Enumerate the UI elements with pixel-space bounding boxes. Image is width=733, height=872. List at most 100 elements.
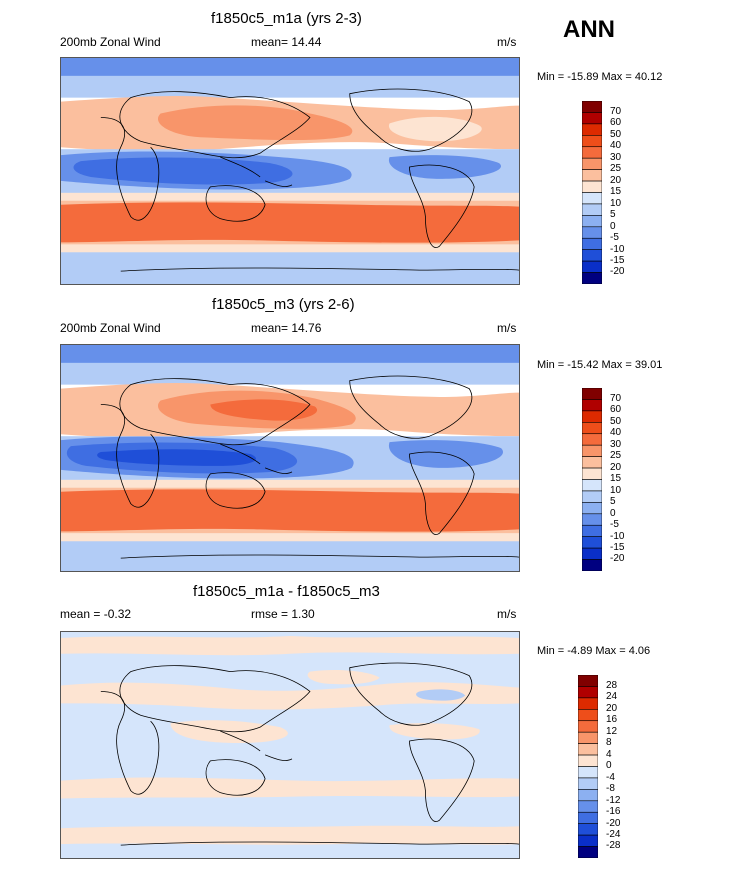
cb2-swatch-0 — [582, 388, 602, 400]
cb1-label: 50 — [610, 129, 622, 140]
p3-pos-arctic — [61, 635, 519, 656]
cb1-label: 25 — [610, 163, 622, 174]
p2-band-polar-s — [61, 541, 519, 571]
p2-coastlines — [100, 375, 519, 559]
p3-pos-sh1 — [61, 777, 519, 799]
panel2-map — [60, 344, 520, 572]
cb2-label: 40 — [610, 427, 622, 438]
cb3-swatch-4 — [578, 720, 598, 733]
cb3-label: -16 — [606, 806, 621, 817]
cb1-label: 20 — [610, 175, 622, 186]
cb2-label: 20 — [610, 462, 622, 473]
cb1-label: 0 — [610, 221, 616, 232]
panel3-minmax: Min = -4.89 Max = 4.06 — [537, 645, 651, 657]
cb3-swatch-2 — [578, 697, 598, 710]
cb1-label: 15 — [610, 186, 622, 197]
p2-jet-n-atl — [388, 401, 484, 429]
cb2-swatch-10 — [582, 502, 602, 515]
cb1-swatch-10 — [582, 215, 602, 228]
cb2-swatch-13 — [582, 536, 602, 549]
cb2-swatch-9 — [582, 490, 602, 503]
cb3-swatch-10 — [578, 789, 598, 802]
cb3-label: 8 — [606, 737, 612, 748]
season-label: ANN — [563, 16, 615, 43]
cb1-swatch-13 — [582, 249, 602, 262]
cb2-swatch-7 — [582, 467, 602, 480]
p1-band-subpolar-n — [61, 75, 519, 98]
cb2-label: 0 — [610, 508, 616, 519]
cb3-label: -8 — [606, 783, 615, 794]
cb1-swatch-1 — [582, 112, 602, 125]
panel3-mean: mean = -0.32 — [60, 607, 132, 621]
cb1-swatch-9 — [582, 203, 602, 216]
cb3-label: 20 — [606, 703, 618, 714]
p1-jet-s-core — [61, 202, 519, 243]
cb2-swatch-1 — [582, 399, 602, 412]
cb1-label: 70 — [610, 106, 622, 117]
panel2-units: m/s — [497, 321, 517, 335]
panel3-map — [60, 631, 520, 859]
cb3-label: 0 — [606, 760, 612, 771]
p2-jet-n-core2 — [210, 399, 318, 421]
cb2-swatch-12 — [582, 524, 602, 537]
cb3-swatch-0 — [578, 675, 598, 687]
panel1-units: m/s — [497, 35, 517, 49]
cb2-label: 25 — [610, 450, 622, 461]
p2-band-sh-fade — [61, 533, 519, 544]
panel2-colorbar — [582, 388, 602, 571]
cb2-swatch-2 — [582, 410, 602, 423]
cb1-swatch-8 — [582, 192, 602, 205]
panel1-title: f1850c5_m1a (yrs 2-3) — [211, 10, 362, 27]
cb3-swatch-6 — [578, 743, 598, 756]
cb1-swatch-11 — [582, 226, 602, 239]
panel1-mean: mean= 14.44 — [251, 35, 322, 49]
panel2-minmax: Min = -15.42 Max = 39.01 — [537, 359, 663, 371]
p3-neg-spot — [416, 689, 466, 701]
cb1-label: -10 — [610, 244, 625, 255]
cb1-swatch-12 — [582, 237, 602, 250]
cb3-label: 12 — [606, 726, 618, 737]
cb2-label: 60 — [610, 404, 622, 415]
cb1-label: 5 — [610, 209, 616, 220]
cb3-swatch-5 — [578, 731, 598, 744]
p1-band-sh-fade — [61, 244, 519, 255]
p1-band-sh-transition — [61, 192, 519, 203]
cb3-swatch-13 — [578, 823, 598, 836]
panel3-units: m/s — [497, 607, 517, 621]
cb2-swatch-14 — [582, 547, 602, 560]
cb3-label: 28 — [606, 680, 618, 691]
p1-easterly-atl — [388, 155, 502, 179]
cb1-swatch-7 — [582, 180, 602, 193]
cb2-label: -10 — [610, 531, 625, 542]
p2-band-subpolar-n — [61, 362, 519, 385]
cb1-label: 60 — [610, 117, 622, 128]
cb1-label: 10 — [610, 198, 622, 209]
cb1-swatch-2 — [582, 123, 602, 136]
cb3-swatch-7 — [578, 754, 598, 767]
cb3-label: 4 — [606, 749, 612, 760]
cb2-swatch-11 — [582, 513, 602, 526]
cb1-swatch-3 — [582, 135, 602, 148]
cb2-label: 15 — [610, 473, 622, 484]
cb3-swatch-14 — [578, 834, 598, 847]
cb2-swatch-4 — [582, 433, 602, 446]
cb3-label: 16 — [606, 714, 618, 725]
panel3-colorbar — [578, 675, 598, 858]
p2-band-sh-transition — [61, 479, 519, 490]
cb1-swatch-4 — [582, 146, 602, 159]
panel1-field-label: 200mb Zonal Wind — [60, 35, 161, 49]
cb1-label: -20 — [610, 266, 625, 277]
cb3-label: -28 — [606, 840, 621, 851]
cb1-swatch-15 — [582, 272, 602, 284]
cb2-label: 10 — [610, 485, 622, 496]
cb1-swatch-5 — [582, 157, 602, 170]
p1-jet-n-core — [157, 105, 353, 141]
p2-band-polar-n — [61, 345, 519, 365]
cb1-label: -15 — [610, 255, 625, 266]
cb2-label: -20 — [610, 553, 625, 564]
cb2-label: -5 — [610, 519, 619, 530]
cb3-label: -20 — [606, 818, 621, 829]
panel3-rmse: rmse = 1.30 — [251, 607, 315, 621]
panel2-title: f1850c5_m3 (yrs 2-6) — [212, 296, 355, 313]
p3-pos-np — [307, 670, 380, 685]
